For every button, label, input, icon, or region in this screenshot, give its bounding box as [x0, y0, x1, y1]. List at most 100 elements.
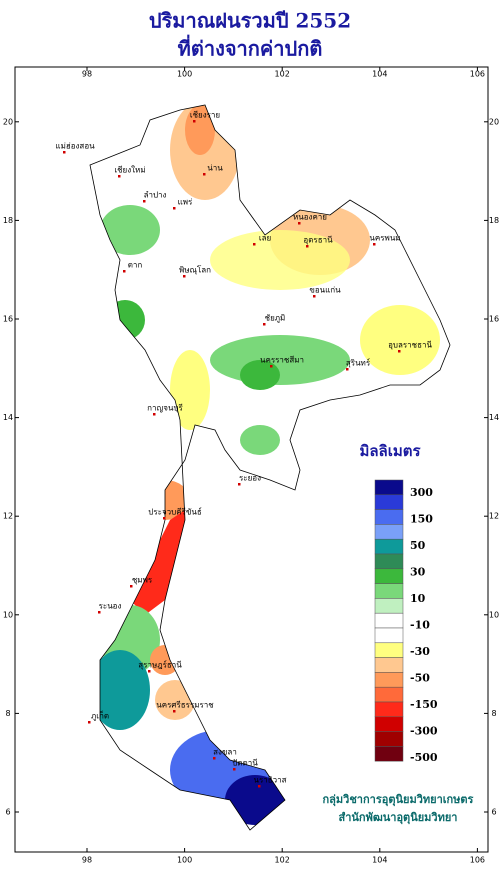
- lon-label: 106: [470, 70, 485, 79]
- legend-swatch: [374, 746, 404, 762]
- station: [148, 670, 151, 673]
- station: [98, 611, 101, 614]
- place-label: หนองคาย: [293, 213, 327, 222]
- legend-label: 300: [410, 486, 433, 499]
- station: [398, 350, 401, 353]
- station: [143, 200, 146, 203]
- legend-label: 30: [410, 566, 426, 579]
- legend-swatch: [374, 598, 404, 614]
- station: [203, 173, 206, 176]
- lat-label: 20: [489, 117, 499, 126]
- place-label: กาญจนบุรี: [147, 404, 183, 413]
- legend-swatch: [374, 524, 404, 540]
- lat-label: 8: [491, 709, 496, 718]
- lon-label: 104: [372, 70, 387, 79]
- map-frame: [14, 66, 489, 853]
- station: [63, 151, 66, 154]
- station: [173, 710, 176, 713]
- lat-label: 6: [5, 808, 10, 817]
- place-label: แม่ฮ่องสอน: [55, 142, 95, 151]
- place-label: ภูเก็ต: [91, 711, 109, 722]
- legend-label: -300: [410, 725, 438, 738]
- lon-label: 98: [82, 70, 92, 79]
- station: [270, 365, 273, 368]
- footer: กลุ่มวิชาการอุตุนิยมวิทยาเกษตร: [323, 793, 474, 807]
- place-label: ชุมพร: [132, 576, 153, 585]
- station: [313, 295, 316, 298]
- lat-label: 14: [3, 413, 13, 422]
- lat-label: 8: [5, 709, 10, 718]
- place-label: พิษณุโลก: [179, 265, 211, 275]
- place-label: ระยอง: [239, 474, 261, 483]
- place-label: นครศรีธรรมราช: [156, 701, 214, 710]
- legend-swatch: [374, 657, 404, 673]
- legend-label: -30: [410, 645, 430, 658]
- place-label: ขอนแก่น: [309, 286, 341, 295]
- place-label: น่าน: [207, 164, 223, 173]
- lat-label: 10: [489, 610, 499, 619]
- place-label: สุราษฎร์ธานี: [138, 660, 182, 670]
- title: ปริมาณฝนรวมปี 2552: [149, 9, 351, 33]
- place-label: สุรินทร์: [346, 358, 371, 368]
- lat-label: 18: [489, 216, 499, 225]
- legend-swatch: [374, 686, 404, 703]
- place-label: นราธิวาส: [253, 776, 286, 785]
- lon-label: 100: [177, 70, 192, 79]
- station: [163, 517, 166, 520]
- lat-label: 18: [3, 216, 13, 225]
- legend-title: มิลลิเมตร: [359, 442, 421, 460]
- station: [346, 368, 349, 371]
- place-label: ปัตตานี: [232, 759, 258, 768]
- subtitle: ที่ต่างจากค่าปกติ: [178, 34, 323, 61]
- station: [233, 768, 236, 771]
- place-label: สงขลา: [213, 748, 237, 757]
- lon-label: 104: [372, 856, 387, 865]
- lat-label: 16: [3, 315, 13, 324]
- legend-swatch: [374, 583, 404, 599]
- place-label: นครพนม: [369, 234, 400, 243]
- legend-swatch: [374, 612, 404, 629]
- station: [263, 323, 266, 326]
- legend-swatch: [374, 553, 404, 570]
- place-label: ชัยภูมิ: [265, 314, 286, 324]
- station: [173, 207, 176, 210]
- station: [118, 175, 121, 178]
- legend-label: -500: [410, 751, 438, 764]
- legend-label: 150: [410, 513, 433, 526]
- legend-label: -10: [410, 619, 430, 632]
- lon-label: 106: [470, 856, 485, 865]
- station: [306, 245, 309, 248]
- lon-label: 100: [177, 856, 192, 865]
- legend-swatch: [374, 701, 404, 718]
- place-label: อุบลราชธานี: [388, 341, 432, 350]
- lon-label: 98: [82, 856, 92, 865]
- station: [123, 270, 126, 273]
- legend-label: -50: [410, 672, 430, 685]
- station: [258, 785, 261, 788]
- station: [253, 243, 256, 246]
- station: [88, 721, 91, 724]
- station: [238, 483, 241, 486]
- lat-label: 12: [489, 512, 499, 521]
- place-label: ตาก: [128, 261, 143, 270]
- station: [213, 757, 216, 760]
- legend-label: 10: [410, 592, 426, 605]
- station: [153, 413, 156, 416]
- place-label: เชียงใหม่: [114, 166, 145, 175]
- place-label: ลำปาง: [144, 191, 167, 200]
- legend-swatch: [374, 479, 404, 496]
- station: [193, 120, 196, 123]
- legend-swatch: [374, 642, 404, 658]
- lon-label: 102: [275, 70, 290, 79]
- lat-label: 10: [3, 610, 13, 619]
- legend-swatch: [374, 716, 404, 732]
- place-label: ระนอง: [99, 602, 122, 611]
- lon-label: 102: [275, 856, 290, 865]
- legend-swatch: [374, 509, 404, 525]
- station: [130, 585, 133, 588]
- legend-swatch: [374, 627, 404, 644]
- lat-label: 14: [489, 413, 499, 422]
- legend-label: 50: [410, 539, 426, 552]
- footer: สำนักพัฒนาอุตุนิยมวิทยา: [339, 811, 458, 825]
